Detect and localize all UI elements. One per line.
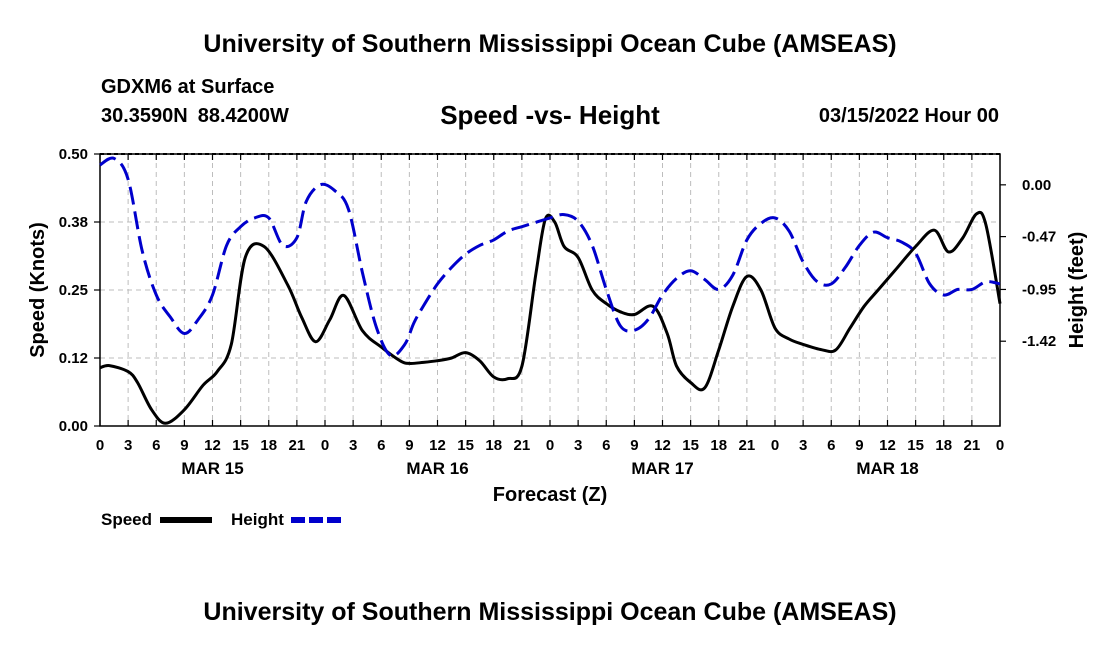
x-tick-label: 18 bbox=[485, 437, 502, 454]
x-tick-label: 9 bbox=[405, 437, 413, 454]
series-lines bbox=[99, 156, 1002, 425]
x-tick-label: 12 bbox=[204, 437, 221, 454]
y-tick-label: 0.50 bbox=[59, 146, 88, 163]
x-tick-label: 21 bbox=[964, 437, 981, 454]
x-tick-label: 3 bbox=[574, 437, 582, 454]
y-axis-label: Speed (Knots) bbox=[27, 222, 49, 358]
legend: Speed Height bbox=[101, 510, 343, 529]
x-tick-label: 6 bbox=[827, 437, 835, 454]
longitude: 88.4200W bbox=[197, 105, 289, 127]
grid bbox=[100, 154, 1000, 426]
y-tick-label: 0.00 bbox=[59, 418, 88, 435]
y2-tick-label: -1.42 bbox=[1022, 333, 1056, 350]
x-tick-label: 0 bbox=[546, 437, 554, 454]
legend-label-height: Height bbox=[231, 510, 284, 529]
x-tick-label: 3 bbox=[349, 437, 357, 454]
x-tick-label: 21 bbox=[514, 437, 531, 454]
y2-tick-label: 0.00 bbox=[1022, 177, 1051, 194]
date-label: MAR 17 bbox=[631, 459, 693, 478]
x-tick-label: 6 bbox=[377, 437, 385, 454]
x-tick-label: 9 bbox=[630, 437, 638, 454]
x-tick-label: 15 bbox=[457, 437, 474, 454]
x-tick-label: 6 bbox=[602, 437, 610, 454]
footer-title: University of Southern Mississippi Ocean… bbox=[203, 598, 897, 626]
chart-title: University of Southern Mississippi Ocean… bbox=[203, 30, 897, 58]
x-tick-label: 0 bbox=[996, 437, 1004, 454]
x-tick-label: 6 bbox=[152, 437, 160, 454]
date-label: MAR 15 bbox=[181, 459, 243, 478]
x-tick-label: 12 bbox=[429, 437, 446, 454]
chart-subtitle: Speed -vs- Height bbox=[440, 100, 660, 130]
y-tick-label: 0.38 bbox=[59, 214, 88, 231]
axis-ticks bbox=[94, 153, 1006, 427]
x-tick-label: 12 bbox=[879, 437, 896, 454]
date-label: MAR 16 bbox=[406, 459, 468, 478]
station-label: GDXM6 at Surface bbox=[101, 76, 275, 98]
x-tick-label: 15 bbox=[232, 437, 249, 454]
axis-labels: 0 3 6 9 12 15 18 21 0 3 6 9 12 15 18 21 0 3 6 9 12 15 18 21 0 3 6 9… bbox=[59, 146, 1056, 478]
y-tick-label: 0.12 bbox=[59, 350, 88, 367]
x-tick-label: 12 bbox=[654, 437, 671, 454]
x-tick-label: 18 bbox=[710, 437, 727, 454]
legend-label-speed: Speed bbox=[101, 510, 152, 529]
x-tick-label: 18 bbox=[935, 437, 952, 454]
x-tick-label: 21 bbox=[289, 437, 306, 454]
x-tick-label: 3 bbox=[124, 437, 132, 454]
x-axis-label: Forecast (Z) bbox=[493, 484, 607, 506]
series-line-height bbox=[99, 156, 1001, 358]
x-tick-label: 18 bbox=[260, 437, 277, 454]
coordinates: 30.3590N 88.4200W bbox=[101, 105, 289, 128]
y2-tick-label: -0.95 bbox=[1022, 281, 1056, 298]
forecast-datestamp: 03/15/2022 Hour 00 bbox=[818, 105, 999, 127]
x-tick-label: 0 bbox=[771, 437, 779, 454]
x-tick-label: 15 bbox=[682, 437, 699, 454]
series-line-speed bbox=[99, 210, 1002, 425]
x-tick-label: 3 bbox=[799, 437, 807, 454]
x-tick-label: 21 bbox=[739, 437, 756, 454]
y-tick-label: 0.25 bbox=[59, 282, 88, 299]
x-tick-label: 9 bbox=[855, 437, 863, 454]
latitude: 30.3590N bbox=[101, 105, 188, 127]
x-tick-label: 15 bbox=[907, 437, 924, 454]
y2-tick-label: -0.47 bbox=[1022, 229, 1056, 246]
x-tick-label: 0 bbox=[321, 437, 329, 454]
date-label: MAR 18 bbox=[856, 459, 918, 478]
x-tick-label: 0 bbox=[96, 437, 104, 454]
x-tick-label: 9 bbox=[180, 437, 188, 454]
y2-axis-label: Height (feet) bbox=[1066, 232, 1088, 349]
